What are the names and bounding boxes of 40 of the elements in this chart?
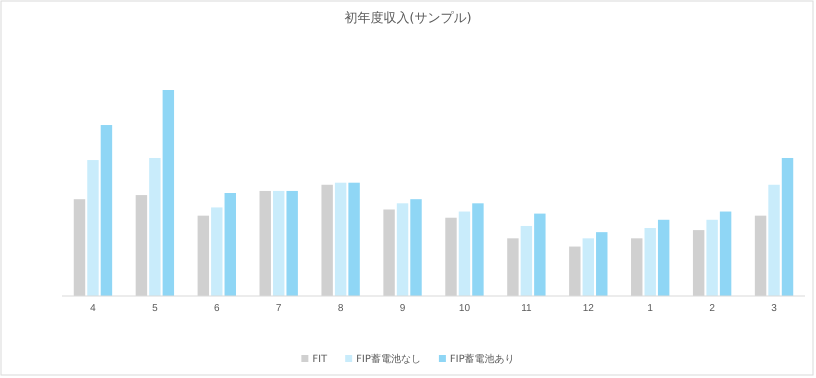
legend-label: FIP蓄電池あり [450, 353, 515, 365]
x-tick-label: 7 [276, 303, 282, 314]
bar [87, 160, 99, 296]
bar [334, 182, 346, 296]
bar [658, 220, 670, 296]
x-tick-label: 5 [152, 303, 158, 314]
x-tick-label: 3 [771, 303, 778, 314]
bar [582, 238, 594, 296]
bar [149, 158, 161, 296]
bar [520, 226, 532, 296]
bar [286, 190, 298, 296]
x-tick-label: 2 [709, 303, 716, 314]
x-tick-label: 10 [458, 303, 470, 314]
bar [224, 193, 236, 296]
bar [272, 190, 284, 296]
bar [644, 228, 656, 296]
bar [768, 184, 780, 296]
chart-title: 初年度収入(サンプル) [344, 10, 472, 26]
bar [472, 203, 484, 296]
bar [720, 212, 732, 296]
bar [410, 199, 422, 296]
x-tick-label: 1 [647, 303, 654, 314]
bar [100, 125, 112, 296]
x-tick-label: 12 [582, 303, 594, 314]
bar [348, 182, 360, 296]
bar [782, 158, 794, 296]
x-tick-label: 9 [400, 303, 406, 314]
bar [534, 214, 546, 296]
legend-label: FIP蓄電池なし [356, 353, 421, 365]
x-tick-label: 4 [90, 303, 96, 314]
bar [211, 207, 223, 296]
x-tick-label: 8 [338, 303, 344, 314]
x-tick-label: 11 [521, 303, 532, 314]
bar [706, 220, 718, 296]
bar [162, 90, 174, 296]
bar [396, 203, 408, 296]
legend-label: FIT [312, 354, 328, 365]
x-tick-label: 6 [214, 303, 220, 314]
bar [596, 232, 608, 296]
bar [458, 212, 470, 296]
